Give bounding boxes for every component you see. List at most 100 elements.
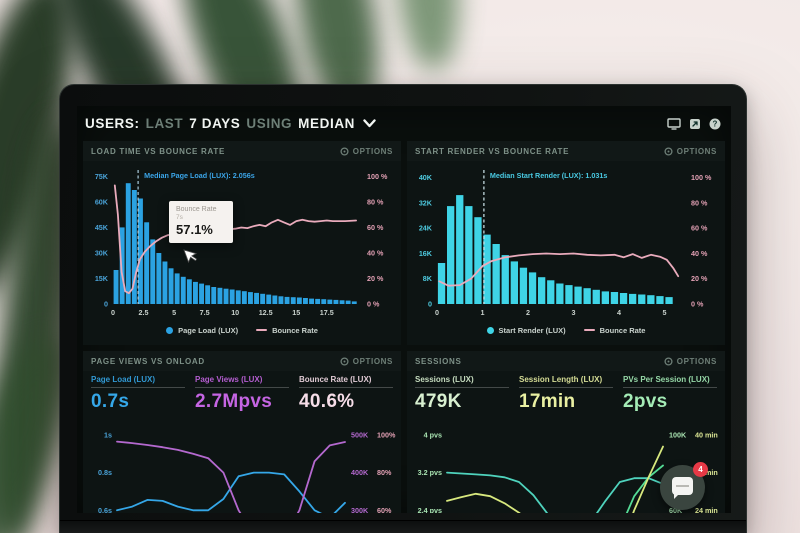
svg-text:40 %: 40 % <box>367 249 384 258</box>
laptop: USERS: LAST 7 DAYS USING MEDIAN <box>59 84 747 533</box>
svg-text:1s: 1s <box>104 430 112 439</box>
panel-title: SESSIONS <box>415 356 462 366</box>
svg-text:500K: 500K <box>351 430 369 439</box>
svg-text:80 %: 80 % <box>691 199 708 208</box>
chart-area: 1s0.8s0.6s0.4s500K400K300K200K100%80%60%… <box>83 421 401 513</box>
gear-icon <box>664 356 673 366</box>
legend-item[interactable]: Start Render (LUX) <box>486 325 566 335</box>
header-icons: ? <box>667 117 721 130</box>
panel-page-views: PAGE VIEWS VS ONLOAD OPTIONS Page Load (… <box>83 351 401 513</box>
options-label: OPTIONS <box>676 146 717 156</box>
svg-text:100 %: 100 % <box>367 172 388 181</box>
start-render-chart[interactable]: Median Start Render (LUX): 1.031s 40K 32K 2… <box>407 161 725 319</box>
notification-badge: 4 <box>693 462 708 477</box>
svg-text:20 %: 20 % <box>367 274 384 283</box>
panel-title: LOAD TIME VS BOUNCE RATE <box>91 146 225 156</box>
svg-text:15K: 15K <box>95 274 109 283</box>
metric-sessions: Sessions (LUX) 479K <box>415 375 509 419</box>
panel-header: PAGE VIEWS VS ONLOAD OPTIONS <box>83 351 401 371</box>
gear-icon <box>664 146 673 156</box>
metric-page-load: Page Load (LUX) 0.7s <box>91 375 185 419</box>
legend-dot <box>166 326 174 334</box>
messenger-button[interactable]: 4 <box>660 462 708 510</box>
metric-label: Bounce Rate (LUX) <box>299 375 393 388</box>
svg-text:60%: 60% <box>377 506 392 513</box>
tooltip-title: Bounce Rate <box>176 206 217 213</box>
plant-leaf <box>392 0 464 72</box>
dashboard-screen: USERS: LAST 7 DAYS USING MEDIAN <box>77 106 731 513</box>
options-button[interactable]: OPTIONS <box>340 147 393 156</box>
metric-label: Session Length (LUX) <box>519 375 613 388</box>
svg-text:2: 2 <box>526 308 530 317</box>
metric-value: 2pvs <box>623 391 668 412</box>
svg-text:?: ? <box>713 119 718 128</box>
gear-icon <box>340 356 349 366</box>
panel-grid: LOAD TIME VS BOUNCE RATE OPTIONS Median … <box>77 141 731 513</box>
panel-header: LOAD TIME VS BOUNCE RATE OPTIONS <box>83 141 401 161</box>
svg-text:45K: 45K <box>95 223 109 232</box>
svg-text:3.2 pvs: 3.2 pvs <box>418 468 442 477</box>
legend-label: Bounce Rate <box>272 325 318 335</box>
svg-text:100 %: 100 % <box>691 173 712 182</box>
options-label: OPTIONS <box>676 356 717 366</box>
svg-text:4: 4 <box>617 308 621 317</box>
svg-text:32K: 32K <box>419 199 433 208</box>
chevron-down-icon[interactable] <box>363 119 376 128</box>
chart-area: Median Start Render (LUX): 1.031s 40K 32K 2… <box>407 161 725 319</box>
svg-text:17.5: 17.5 <box>320 308 334 317</box>
tooltip-value: 57.1% <box>176 222 213 237</box>
svg-text:0 %: 0 % <box>691 300 704 309</box>
svg-text:7.5: 7.5 <box>200 308 210 317</box>
svg-text:10: 10 <box>231 308 239 317</box>
svg-text:40 %: 40 % <box>691 249 708 258</box>
legend-label: Bounce Rate <box>599 325 646 335</box>
metrics-row: Sessions (LUX) 479K Session Length (LUX)… <box>407 371 725 421</box>
legend-dot <box>486 326 494 334</box>
chart-legend: Page Load (LUX) Bounce Rate <box>83 319 401 341</box>
page-views-chart[interactable]: 1s0.8s0.6s0.4s500K400K300K200K100%80%60%… <box>83 421 401 513</box>
svg-text:60 %: 60 % <box>367 223 384 232</box>
svg-text:40 min: 40 min <box>695 430 718 439</box>
last-label: LAST <box>145 116 184 131</box>
svg-text:0.6s: 0.6s <box>98 506 112 513</box>
metric-label: PVs Per Session (LUX) <box>623 375 717 388</box>
metric-value: 2.7Mpvs <box>195 391 273 412</box>
load-time-chart[interactable]: Median Page Load (LUX): 2.056s 75K 60K 45K 3… <box>83 161 401 319</box>
svg-text:60K: 60K <box>95 197 109 206</box>
svg-text:20 %: 20 % <box>691 274 708 283</box>
display-icon[interactable] <box>667 117 681 130</box>
legend-item[interactable]: Page Load (LUX) <box>166 326 238 335</box>
share-icon[interactable] <box>689 118 701 130</box>
svg-text:8K: 8K <box>423 274 433 283</box>
laptop-hinge <box>60 520 746 533</box>
legend-line <box>256 328 268 332</box>
panel-load-time: LOAD TIME VS BOUNCE RATE OPTIONS Median … <box>83 141 401 345</box>
svg-text:24 min: 24 min <box>695 506 718 513</box>
svg-text:2.4 pvs: 2.4 pvs <box>418 506 442 513</box>
svg-text:75K: 75K <box>95 172 109 181</box>
svg-text:24K: 24K <box>419 224 433 233</box>
options-button[interactable]: OPTIONS <box>664 147 717 156</box>
options-label: OPTIONS <box>352 146 393 156</box>
svg-text:0: 0 <box>111 308 115 317</box>
svg-text:60 %: 60 % <box>691 224 708 233</box>
svg-text:40K: 40K <box>419 173 433 182</box>
options-label: OPTIONS <box>352 356 393 366</box>
legend-item[interactable]: Bounce Rate <box>583 325 646 335</box>
svg-text:0 %: 0 % <box>367 300 380 309</box>
metric-value: 479K <box>415 391 462 412</box>
svg-text:60K: 60K <box>669 506 683 513</box>
options-button[interactable]: OPTIONS <box>664 357 717 366</box>
metric-label: Sessions (LUX) <box>415 375 509 388</box>
metric-value: MEDIAN <box>298 116 356 131</box>
options-button[interactable]: OPTIONS <box>340 357 393 366</box>
svg-text:100%: 100% <box>377 430 396 439</box>
legend-item[interactable]: Bounce Rate <box>256 326 318 335</box>
help-icon[interactable]: ? <box>709 118 721 130</box>
using-label: USING <box>246 116 293 131</box>
metric-value: 0.7s <box>91 391 130 412</box>
page-title[interactable]: USERS: LAST 7 DAYS USING MEDIAN <box>85 116 376 131</box>
panel-start-render: START RENDER VS BOUNCE RATE OPTIONS Medi… <box>407 141 725 345</box>
legend-label: Start Render (LUX) <box>498 325 566 335</box>
svg-text:15: 15 <box>292 308 300 317</box>
